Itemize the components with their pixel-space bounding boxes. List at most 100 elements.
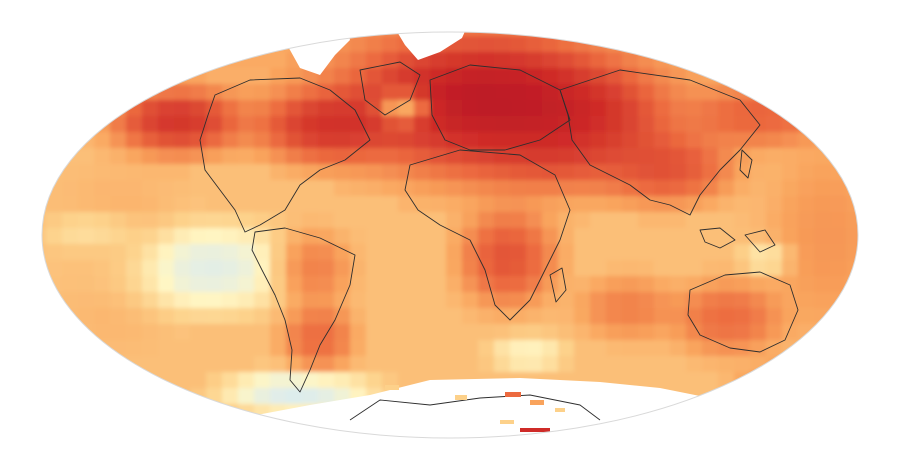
anomaly-cell	[766, 84, 783, 101]
anomaly-cell	[638, 148, 655, 165]
anomaly-cell	[542, 180, 559, 197]
anomaly-cell	[398, 372, 415, 389]
anomaly-cell	[734, 116, 751, 133]
anomaly-cell	[174, 356, 191, 373]
anomaly-cell	[542, 84, 559, 101]
anomaly-cell	[590, 164, 607, 181]
anomaly-cell	[574, 292, 591, 309]
anomaly-cell	[238, 212, 255, 229]
anomaly-cell	[174, 32, 191, 37]
anomaly-cell	[110, 340, 127, 357]
anomaly-cell	[702, 32, 719, 37]
anomaly-cell	[254, 132, 271, 149]
anomaly-cell	[270, 84, 287, 101]
anomaly-cell	[766, 340, 783, 357]
anomaly-cell	[158, 260, 175, 277]
anomaly-cell	[814, 100, 831, 117]
anomaly-cell	[110, 52, 127, 69]
anomaly-cell	[526, 36, 543, 53]
anomaly-cell	[238, 356, 255, 373]
anomaly-cell	[334, 196, 351, 213]
anomaly-cell	[782, 100, 799, 117]
anomaly-cell	[42, 436, 47, 438]
anomaly-cell	[654, 36, 671, 53]
anomaly-cell	[110, 132, 127, 149]
anomaly-cell	[126, 292, 143, 309]
anomaly-cell	[494, 100, 511, 117]
anomaly-cell	[654, 436, 671, 438]
anomaly-cell	[46, 52, 63, 69]
anomaly-cell	[302, 276, 319, 293]
anomaly-cell	[574, 308, 591, 325]
anomaly-cell	[510, 52, 527, 69]
anomaly-cell	[478, 32, 495, 37]
anomaly-cell	[222, 148, 239, 165]
anomaly-cell	[574, 356, 591, 373]
anomaly-cell	[318, 148, 335, 165]
anomaly-cell	[750, 148, 767, 165]
anomaly-cell	[734, 436, 751, 438]
anomaly-cell	[334, 436, 351, 438]
anomaly-cell	[526, 260, 543, 277]
anomaly-cell	[766, 36, 783, 53]
anomaly-cell	[782, 164, 799, 181]
anomaly-cell	[590, 132, 607, 149]
anomaly-cell	[846, 420, 858, 437]
anomaly-cell	[350, 244, 367, 261]
anomaly-cell	[382, 36, 399, 53]
anomaly-cell	[478, 244, 495, 261]
anomaly-cell	[414, 260, 431, 277]
anomaly-cell	[382, 100, 399, 117]
anomaly-cell	[526, 276, 543, 293]
anomaly-cell	[62, 388, 79, 405]
anomaly-cell	[478, 100, 495, 117]
anomaly-cell	[110, 148, 127, 165]
anomaly-cell	[830, 388, 847, 405]
anomaly-cell	[62, 36, 79, 53]
anomaly-cell	[718, 36, 735, 53]
anomaly-cell	[46, 228, 63, 245]
anomaly-cell	[158, 436, 175, 438]
anomaly-cell	[558, 356, 575, 373]
anomaly-cell	[366, 196, 383, 213]
anomaly-cell	[878, 68, 895, 85]
anomaly-cell	[830, 244, 847, 261]
anomaly-cell	[350, 324, 367, 341]
anomaly-cell	[78, 340, 95, 357]
anomaly-cell	[78, 292, 95, 309]
anomaly-cell	[318, 84, 335, 101]
anomaly-cell	[254, 340, 271, 357]
anomaly-cell	[62, 260, 79, 277]
anomaly-cell	[318, 196, 335, 213]
anomaly-cell	[126, 36, 143, 53]
anomaly-cell	[42, 36, 47, 53]
anomaly-cell	[766, 324, 783, 341]
anomaly-cell	[734, 180, 751, 197]
anomaly-cell	[414, 116, 431, 133]
anomaly-cell	[574, 84, 591, 101]
anomaly-cell	[494, 340, 511, 357]
anomaly-cell	[590, 308, 607, 325]
anomaly-cell	[862, 436, 879, 453]
anomaly-cell	[510, 116, 527, 133]
anomaly-cell	[702, 132, 719, 149]
anomaly-cell	[462, 340, 479, 357]
anomaly-cell	[654, 84, 671, 101]
anomaly-cell	[542, 340, 559, 357]
anomaly-cell	[686, 212, 703, 229]
anomaly-cell	[94, 148, 111, 165]
anomaly-cell	[366, 372, 383, 389]
anomaly-cell	[190, 116, 207, 133]
anomaly-cell	[206, 356, 223, 373]
anomaly-cell	[654, 372, 671, 389]
anomaly-cell	[606, 260, 623, 277]
anomaly-cell	[782, 32, 799, 37]
anomaly-cell	[334, 244, 351, 261]
anomaly-cell	[94, 388, 111, 405]
anomaly-cell	[718, 196, 735, 213]
anomaly-cell	[206, 68, 223, 85]
anomaly-cell	[190, 148, 207, 165]
anomaly-cell	[702, 292, 719, 309]
anomaly-cell	[606, 100, 623, 117]
anomaly-cell	[78, 100, 95, 117]
